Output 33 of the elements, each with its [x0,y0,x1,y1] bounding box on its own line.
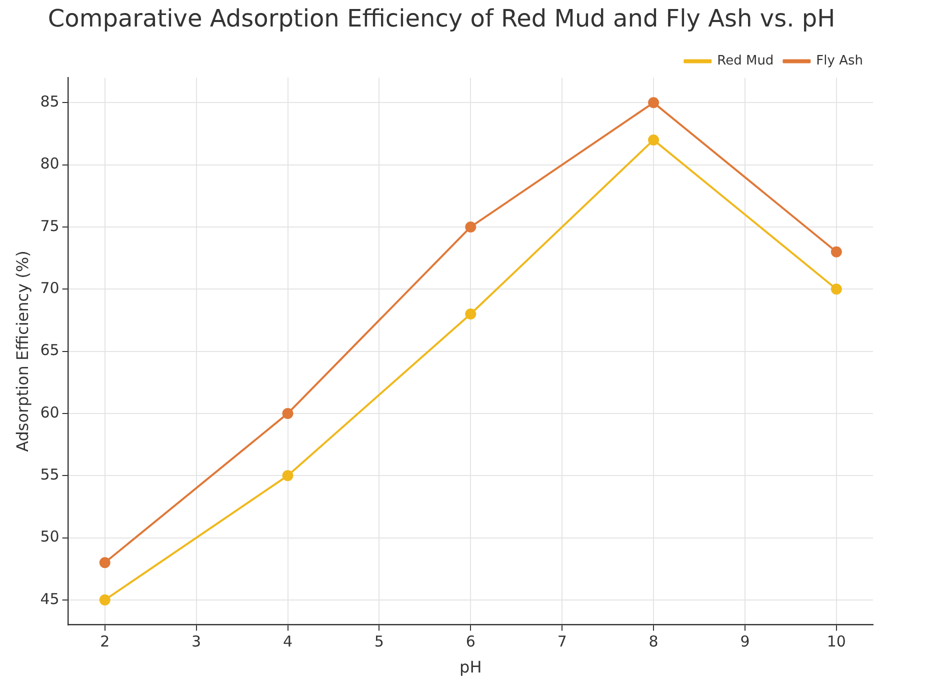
point [830,284,842,295]
y-tick-label: 55 [40,466,60,484]
x-tick-label: 8 [648,632,658,651]
y-tick-label: 80 [40,154,60,173]
y-tick-label: 60 [40,403,60,422]
chart-title: Comparative Adsorption Efficiency of Red Mud and Fly Ash vs. pH [48,4,836,33]
point [99,557,110,568]
point [282,408,294,419]
x-axis-title: pH [460,658,482,677]
point [648,134,660,146]
point [99,594,110,606]
x-tick-label: 4 [282,632,293,651]
x-tick-label: 5 [374,632,384,651]
y-tick-label: 45 [40,590,60,608]
x-tick-label: 7 [557,632,567,651]
point [465,308,476,320]
point [830,246,842,258]
legend-label: Fly Ash [816,54,864,69]
y-tick-label: 75 [40,216,60,235]
x-tick-label: 9 [740,632,750,651]
x-tick-label: 6 [466,632,476,651]
x-tick-label: 2 [100,632,110,651]
point [465,221,476,232]
point [282,470,294,482]
y-tick-label: 70 [40,279,60,298]
x-tick-label: 10 [826,632,846,651]
y-tick-label: 65 [40,341,60,360]
x-tick-label: 3 [192,632,202,651]
y-tick-label: 50 [40,528,60,546]
y-axis-title: Adsorption Efficiency (%) [12,250,32,452]
point [648,97,660,108]
y-tick-label: 85 [40,92,60,111]
legend-label: Red Mud [717,54,774,69]
